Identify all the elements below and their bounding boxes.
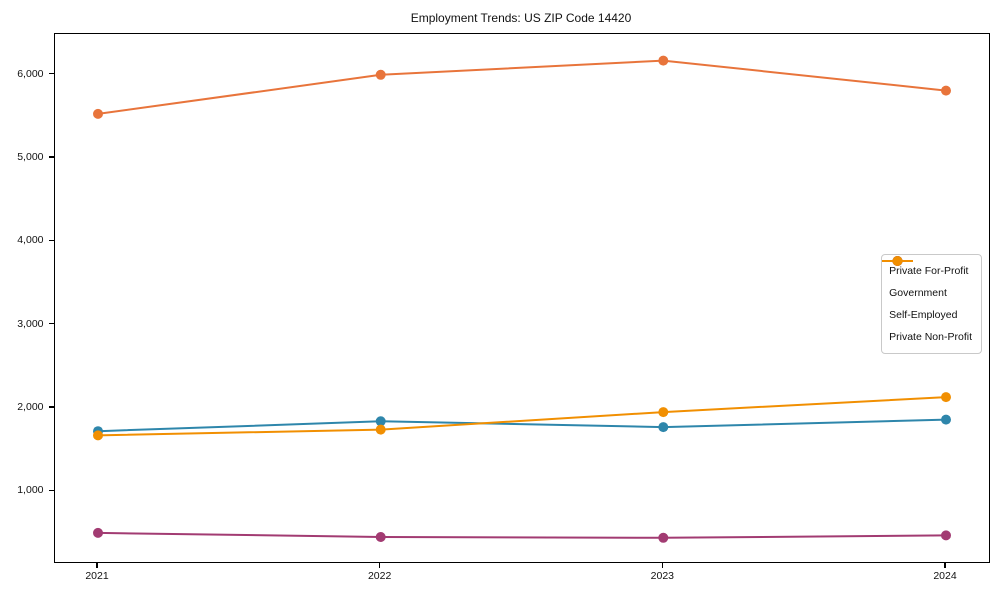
x-tick-label: 2023 xyxy=(650,570,674,582)
legend-item: Self-Employed xyxy=(882,256,972,326)
legend: Private For-Profit Government Self-Employe… xyxy=(881,254,982,354)
chart-title: Employment Trends: US ZIP Code 14420 xyxy=(410,11,632,25)
data-point-2-0 xyxy=(93,527,103,538)
legend-label: Self-Employed xyxy=(889,309,958,321)
legend-label: Private For-Profit xyxy=(889,265,969,277)
y-tick-mark xyxy=(48,156,54,158)
line-series-canvas xyxy=(93,55,951,543)
data-point-0-0 xyxy=(93,108,103,119)
y-tick-label: 3,000 xyxy=(17,317,44,330)
plot-area: Private For-Profit Government Self-Employe… xyxy=(54,33,990,563)
y-tick-label: 6,000 xyxy=(17,67,44,80)
y-tick-label: 2,000 xyxy=(17,400,44,413)
y-tick-label: 5,000 xyxy=(17,151,44,164)
y-tick-mark xyxy=(48,322,54,325)
x-tick-label: 2021 xyxy=(85,570,109,582)
x-tick-label: 2024 xyxy=(933,570,957,582)
data-point-2-1 xyxy=(375,532,386,542)
legend-marker-icon xyxy=(882,256,914,266)
data-point-3-2 xyxy=(658,407,669,418)
data-point-0-1 xyxy=(375,69,386,80)
data-point-1-3 xyxy=(941,414,951,425)
legend-item: Private Non-Profit xyxy=(882,256,972,348)
data-point-3-0 xyxy=(93,430,103,441)
y-tick-mark xyxy=(48,489,54,491)
data-point-0-3 xyxy=(941,85,951,96)
x-tick-mark xyxy=(944,562,946,568)
series-line-3 xyxy=(97,396,947,437)
y-tick-mark xyxy=(48,73,54,75)
y-tick-label: 1,000 xyxy=(17,484,44,497)
series-line-0 xyxy=(97,59,947,115)
y-tick-label: 4,000 xyxy=(17,234,44,247)
data-point-1-1 xyxy=(375,416,386,427)
data-point-1-2 xyxy=(658,422,669,433)
data-point-2-2 xyxy=(658,532,669,543)
data-point-3-1 xyxy=(375,424,386,435)
legend-label: Government xyxy=(889,287,947,299)
x-tick-mark xyxy=(378,562,381,568)
y-tick-mark xyxy=(48,239,54,242)
data-point-3-3 xyxy=(941,392,951,403)
data-point-2-3 xyxy=(941,530,951,541)
series-line-1 xyxy=(97,418,947,433)
x-tick-mark xyxy=(661,562,664,568)
legend-item: Government xyxy=(882,256,972,304)
data-point-0-2 xyxy=(658,55,669,66)
x-tick-mark xyxy=(96,562,98,568)
legend-label: Private Non-Profit xyxy=(889,331,972,343)
x-tick-label: 2022 xyxy=(367,570,392,582)
series-line-2 xyxy=(97,531,947,539)
y-tick-mark xyxy=(48,406,54,408)
